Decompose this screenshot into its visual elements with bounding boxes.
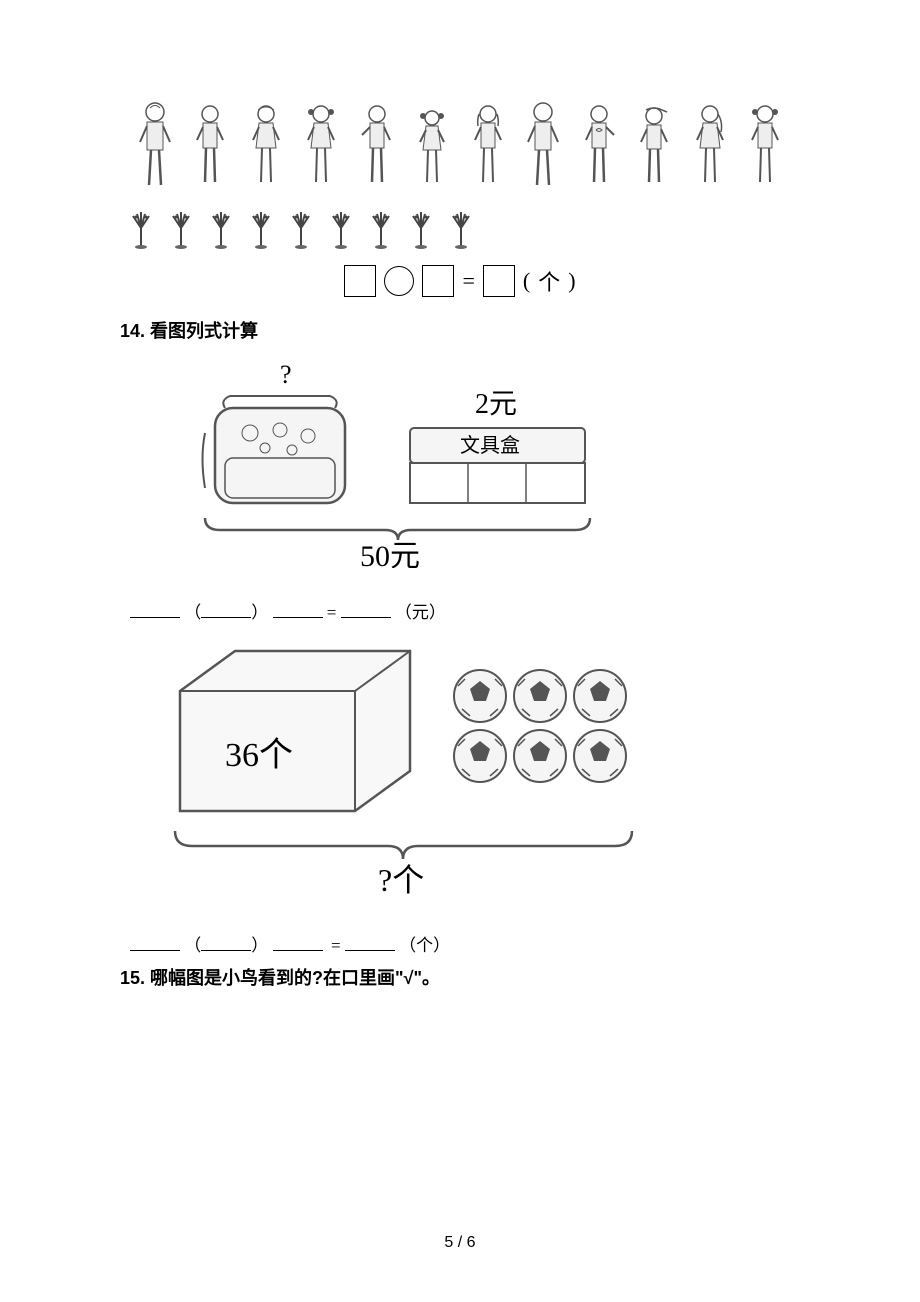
ball-3 xyxy=(574,670,626,722)
soccer-balls-group xyxy=(454,670,626,782)
blank-2b[interactable] xyxy=(201,933,251,951)
plant-icon xyxy=(325,210,357,250)
question-mark: ? xyxy=(280,360,292,389)
ball-1 xyxy=(454,670,506,722)
equals-2: = xyxy=(331,936,341,955)
plant-icon xyxy=(405,210,437,250)
child-figure-3 xyxy=(241,100,291,190)
ball-5 xyxy=(514,730,566,782)
box-3d-icon: 36个 xyxy=(180,651,410,811)
blank-2c[interactable] xyxy=(273,933,323,951)
blank-2d[interactable] xyxy=(345,933,395,951)
plant-icon xyxy=(165,210,197,250)
equals-sign: = xyxy=(462,268,474,294)
child-figure-5 xyxy=(352,100,402,190)
plant-icon xyxy=(445,210,477,250)
total-price-label: 50元 xyxy=(360,540,420,568)
unit-1: 元 xyxy=(412,603,429,622)
page-number: 5 / 6 xyxy=(444,1234,475,1252)
pencil-case-icon: 文具盒 xyxy=(410,428,585,503)
blank-1a[interactable] xyxy=(130,600,180,618)
paren-close-1: ） xyxy=(251,603,268,622)
child-figure-8 xyxy=(518,100,568,190)
unit-open-2: （ xyxy=(399,936,416,955)
equation-boxes-row: = ( 个) xyxy=(120,265,800,297)
pencil-case-price: 2元 xyxy=(475,389,517,420)
child-figure-12 xyxy=(740,100,790,190)
paren-open-1: （ xyxy=(184,603,201,622)
problem-15-header: 15. 哪幅图是小鸟看到的?在口里画"√"。 xyxy=(120,964,800,990)
paren-close-2: ） xyxy=(251,936,268,955)
child-figure-4 xyxy=(296,100,346,190)
equals-1: = xyxy=(327,603,337,622)
box-balls-diagram: 36个 ?个 xyxy=(130,631,800,906)
blank-1c[interactable] xyxy=(273,600,323,618)
equation-operator-circle[interactable] xyxy=(384,266,414,296)
ball-6 xyxy=(574,730,626,782)
unit-open-1: （ xyxy=(395,603,412,622)
equation-box-1[interactable] xyxy=(344,265,376,297)
problem-14-number: 14. xyxy=(120,321,145,341)
child-figure-1 xyxy=(130,100,180,190)
child-figure-2 xyxy=(185,100,235,190)
problem-14-header: 14. 看图列式计算 xyxy=(120,317,800,343)
unit-paren-close: ) xyxy=(568,268,575,294)
plant-icon xyxy=(205,210,237,250)
box-count-label: 36个 xyxy=(225,737,293,774)
unit-close-2: ） xyxy=(433,936,450,955)
plant-icon xyxy=(245,210,277,250)
children-figures-row xyxy=(120,100,800,190)
pencil-case-label: 文具盒 xyxy=(460,434,520,457)
unit-label: 个 xyxy=(538,265,560,297)
child-figure-10 xyxy=(629,100,679,190)
unit-2: 个 xyxy=(416,936,433,955)
equation-box-result[interactable] xyxy=(483,265,515,297)
child-figure-9 xyxy=(574,100,624,190)
child-figure-11 xyxy=(685,100,735,190)
ball-4 xyxy=(454,730,506,782)
total-count-label: ?个 xyxy=(378,862,424,898)
plant-icon xyxy=(285,210,317,250)
box-balls-diagram-svg: 36个 ?个 xyxy=(130,631,640,901)
backpack-diagram: ? 2元 文具盒 50元 xyxy=(130,358,800,573)
plant-icon xyxy=(365,210,397,250)
unit-close-1: ） xyxy=(429,603,446,622)
plants-row xyxy=(120,210,800,250)
problem-14-title: 看图列式计算 xyxy=(150,321,258,341)
blank-2a[interactable] xyxy=(130,933,180,951)
problem-15-title: 哪幅图是小鸟看到的?在口里画"√"。 xyxy=(150,968,440,988)
equation-box-2[interactable] xyxy=(422,265,454,297)
ball-2 xyxy=(514,670,566,722)
fill-blank-row-1: （） = （元） xyxy=(130,598,800,623)
problem-15-number: 15. xyxy=(120,968,145,988)
paren-open-2: （ xyxy=(184,936,201,955)
backpack-icon xyxy=(203,396,346,503)
unit-paren-open: ( xyxy=(523,268,530,294)
fill-blank-row-2: （） = （个） xyxy=(130,931,800,956)
child-figure-7 xyxy=(463,100,513,190)
child-figure-6 xyxy=(407,100,457,190)
backpack-diagram-svg: ? 2元 文具盒 50元 xyxy=(130,358,610,568)
plant-icon xyxy=(125,210,157,250)
blank-1b[interactable] xyxy=(201,600,251,618)
blank-1d[interactable] xyxy=(341,600,391,618)
